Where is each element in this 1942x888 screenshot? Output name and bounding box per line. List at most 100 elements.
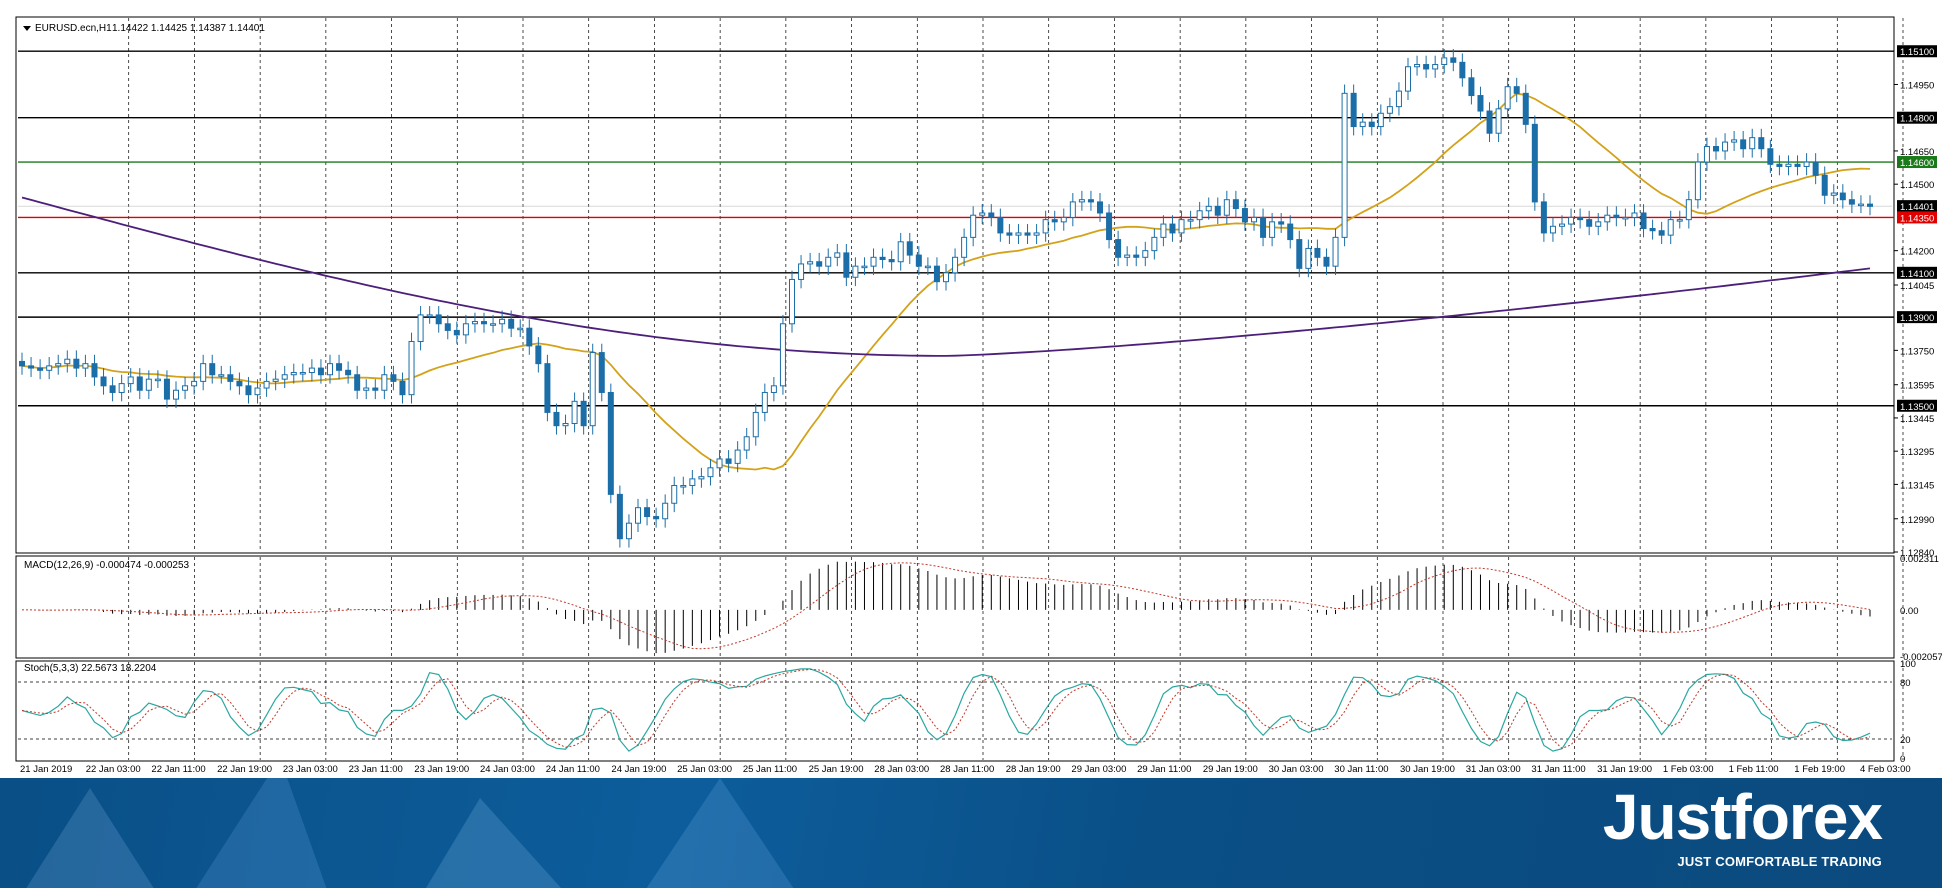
candle-body — [1867, 203, 1873, 207]
candle-body — [1214, 205, 1221, 216]
time-tick: 24 Jan 11:00 — [546, 764, 600, 775]
candle-body — [1106, 212, 1113, 241]
candle-body — [707, 467, 714, 478]
candle-body — [1613, 214, 1620, 218]
candle-body — [490, 323, 497, 326]
candle-body — [218, 374, 225, 377]
candle-body — [834, 252, 841, 258]
candle-body — [1115, 239, 1122, 258]
candle-body — [109, 385, 116, 393]
candle-body — [1160, 223, 1167, 238]
candle-body — [1658, 230, 1665, 236]
candle-body — [1305, 247, 1312, 269]
price-tag-label: 1.13900 — [1900, 313, 1934, 324]
brand-tagline: JUST COMFORTABLE TRADING — [1677, 854, 1882, 869]
candle-body — [1260, 216, 1267, 238]
candle-body — [336, 363, 343, 371]
candle-body — [408, 341, 415, 396]
candle-body — [544, 363, 551, 413]
candle-body — [770, 385, 777, 393]
price-tick: 1.13445 — [1900, 414, 1934, 425]
candle-body — [1513, 86, 1520, 94]
candle-body — [1604, 214, 1611, 223]
time-tick: 22 Jan 03:00 — [86, 764, 141, 775]
candle-body — [1414, 64, 1421, 68]
candle-body — [209, 363, 216, 376]
price-tag-label: 1.13500 — [1900, 402, 1934, 413]
candle-body — [979, 212, 986, 216]
candle-body — [1731, 139, 1738, 143]
candle-body — [571, 400, 578, 424]
candle-body — [1269, 221, 1276, 238]
candle-body — [1776, 163, 1783, 167]
candle-body — [1341, 92, 1348, 238]
price-tick: 1.14950 — [1900, 80, 1934, 91]
candle-body — [1758, 137, 1765, 150]
stoch-tick: 20 — [1900, 735, 1911, 746]
candle-body — [1703, 146, 1710, 163]
decor-shape — [640, 778, 800, 888]
candle-body — [499, 318, 506, 325]
time-tick: 30 Jan 11:00 — [1334, 764, 1388, 775]
candle-body — [1359, 121, 1366, 128]
candle-body — [562, 422, 569, 427]
candle-body — [1033, 232, 1040, 236]
ohlc-readout: 1.14422 1.14425 1.14387 1.14401 — [112, 23, 265, 34]
candle-body — [1006, 232, 1013, 236]
candle-body — [761, 391, 768, 413]
candle-body — [1794, 163, 1801, 167]
candle-body — [1069, 201, 1076, 218]
candle-body — [517, 327, 524, 331]
candle-body — [28, 365, 35, 369]
candle-body — [553, 411, 560, 427]
stoch-tick: 100 — [1900, 659, 1916, 670]
candle-body — [1685, 199, 1692, 221]
candle-body — [1486, 110, 1493, 134]
price-tick: 1.12990 — [1900, 515, 1934, 526]
candle-body — [1722, 141, 1729, 152]
candles — [19, 49, 1873, 548]
candle-body — [299, 372, 306, 375]
time-tick: 25 Jan 11:00 — [743, 764, 797, 775]
price-tick: 1.13295 — [1900, 447, 1934, 458]
macd-tick: -0.002057 — [1900, 652, 1942, 663]
candle-body — [1812, 161, 1819, 176]
candle-body — [616, 493, 623, 540]
candle-body — [888, 259, 895, 263]
candle-body — [345, 369, 352, 376]
price-tag-label: 1.15100 — [1900, 47, 1934, 58]
time-tick: 29 Jan 11:00 — [1137, 764, 1191, 775]
candle-body — [1232, 199, 1239, 210]
time-tick: 31 Jan 19:00 — [1597, 764, 1652, 775]
candle-body — [136, 376, 143, 391]
candle-body — [1577, 216, 1584, 221]
price-tag-label: 1.14800 — [1900, 114, 1934, 125]
candle-body — [1432, 64, 1439, 70]
price-tick: 1.13750 — [1900, 346, 1934, 357]
candle-body — [607, 391, 614, 495]
candle-body — [1631, 212, 1638, 218]
candle-body — [1087, 199, 1094, 203]
candle-body — [154, 378, 161, 382]
time-tick: 25 Jan 19:00 — [809, 764, 864, 775]
collapse-arrow-icon[interactable] — [23, 26, 31, 31]
price-tag — [1897, 399, 1937, 412]
candle-body — [317, 367, 324, 376]
candle-body — [843, 252, 850, 278]
macd-histogram: 0.002311 0.00 -0.002057 — [21, 554, 1942, 663]
candle-body — [173, 389, 179, 400]
price-tag — [1897, 156, 1937, 169]
candle-body — [879, 256, 886, 261]
candle-body — [1549, 225, 1556, 234]
brand-name: Justforex — [1602, 781, 1883, 853]
macd-signal-line — [21, 562, 1871, 650]
candle-body — [245, 385, 252, 396]
price-tag-label: 1.14350 — [1900, 213, 1934, 224]
price-tag-label: 1.14401 — [1900, 202, 1934, 213]
candle-body — [924, 265, 931, 269]
decor-shape — [420, 798, 570, 888]
candle-body — [308, 367, 315, 374]
brand-logo: Justforex JUST COMFORTABLE TRADING — [1602, 778, 1883, 869]
candle-body — [46, 365, 53, 371]
